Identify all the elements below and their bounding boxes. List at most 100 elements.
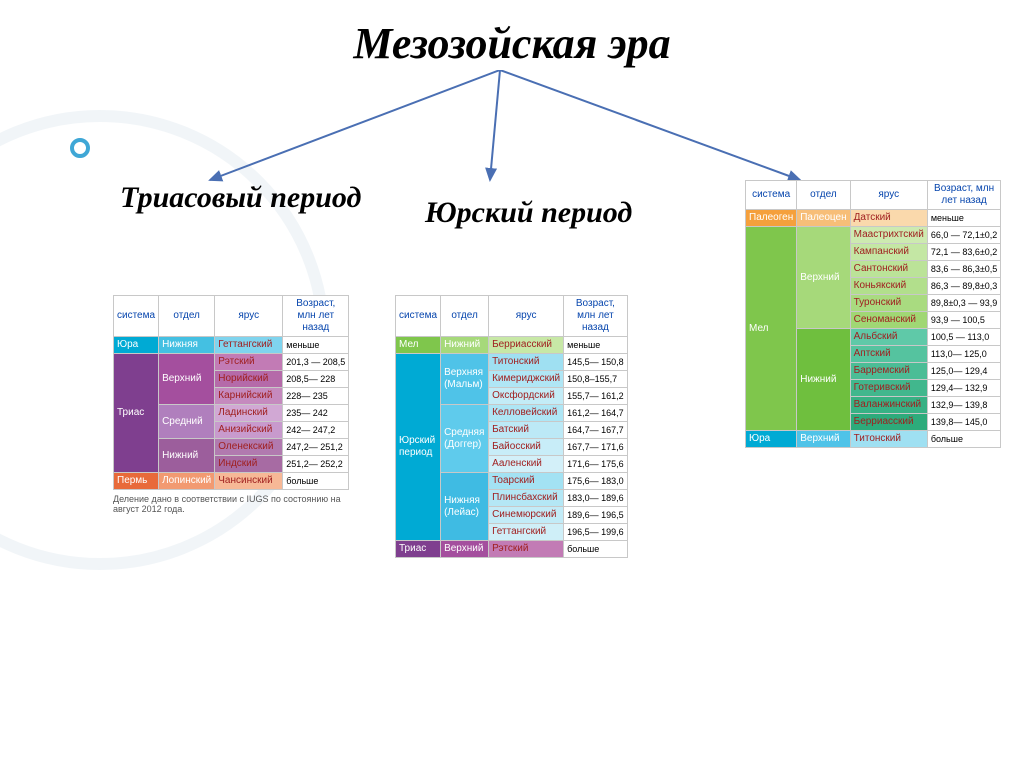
system-cell: Юра <box>114 337 159 354</box>
age-cell: 242— 247,2 <box>283 422 349 439</box>
stage-cell: Барремский <box>850 363 927 380</box>
background-dot <box>70 138 90 158</box>
age-cell: 83,6 — 86,3±0,5 <box>927 261 1001 278</box>
stage-cell: Карнийский <box>215 388 283 405</box>
col-header-section: отдел <box>441 296 489 337</box>
table-row: ПалеогенПалеоценДатскийменьше <box>746 210 1001 227</box>
stage-cell: Готеривский <box>850 380 927 397</box>
stage-cell: Сантонский <box>850 261 927 278</box>
col-header-system: система <box>396 296 441 337</box>
branch-jurassic-label: Юрский период <box>425 195 632 231</box>
age-cell: 150,8–155,7 <box>564 371 628 388</box>
section-cell: Средний <box>159 405 215 439</box>
age-cell: 171,6— 175,6 <box>564 456 628 473</box>
stage-cell: Оленекский <box>215 439 283 456</box>
table-row: ЮраНижняяГеттангскийменьше <box>114 337 349 354</box>
system-cell: Юра <box>746 431 797 448</box>
stage-cell: Батский <box>489 422 564 439</box>
triassic-footnote: Деление дано в соответствии с IUGS по со… <box>113 494 343 514</box>
age-cell: 145,5— 150,8 <box>564 354 628 371</box>
stage-cell: Геттангский <box>215 337 283 354</box>
cretaceous-table-wrap: системаотделярусВозраст, млн лет назадПа… <box>745 180 1001 448</box>
triassic-table-wrap: системаотделярусВозраст, млн лет назадЮр… <box>113 295 349 514</box>
stage-cell: Байосский <box>489 439 564 456</box>
system-cell: Юрский период <box>396 354 441 541</box>
stage-cell: Ладинский <box>215 405 283 422</box>
triassic-table: системаотделярусВозраст, млн лет назадЮр… <box>113 295 349 490</box>
age-cell: 196,5— 199,6 <box>564 524 628 541</box>
stage-cell: Коньякский <box>850 278 927 295</box>
age-cell: меньше <box>564 337 628 354</box>
age-cell: 132,9— 139,8 <box>927 397 1001 414</box>
table-row: ЮраВерхнийТитонскийбольше <box>746 431 1001 448</box>
stage-cell: Тоарский <box>489 473 564 490</box>
stage-cell: Анизийский <box>215 422 283 439</box>
stage-cell: Ааленский <box>489 456 564 473</box>
stage-cell: Берриасский <box>489 337 564 354</box>
stage-cell: Берриасский <box>850 414 927 431</box>
section-cell: Нижняя (Лейас) <box>441 473 489 541</box>
col-header-age: Возраст, млн лет назад <box>927 181 1001 210</box>
age-cell: 72,1 — 83,6±0,2 <box>927 244 1001 261</box>
age-cell: 164,7— 167,7 <box>564 422 628 439</box>
age-cell: больше <box>283 473 349 490</box>
stage-cell: Альбский <box>850 329 927 346</box>
table-row: ТриасВерхнийРэтскийбольше <box>396 541 628 558</box>
age-cell: 251,2— 252,2 <box>283 456 349 473</box>
stage-cell: Кампанский <box>850 244 927 261</box>
age-cell: 201,3 — 208,5 <box>283 354 349 371</box>
stage-cell: Геттангский <box>489 524 564 541</box>
table-row: ПермьЛопинскийЧансинскийбольше <box>114 473 349 490</box>
system-cell: Мел <box>746 227 797 431</box>
section-cell: Верхний <box>159 354 215 405</box>
arrow-line-0 <box>210 70 500 180</box>
age-cell: 167,7— 171,6 <box>564 439 628 456</box>
age-cell: 139,8— 145,0 <box>927 414 1001 431</box>
jurassic-table: системаотделярусВозраст, млн лет назадМе… <box>395 295 628 558</box>
age-cell: 86,3 — 89,8±0,3 <box>927 278 1001 295</box>
branch-triassic-label: Триасовый период <box>120 180 361 216</box>
section-cell: Верхний <box>797 431 850 448</box>
age-cell: 208,5— 228 <box>283 371 349 388</box>
age-cell: 189,6— 196,5 <box>564 507 628 524</box>
col-header-system: система <box>114 296 159 337</box>
stage-cell: Норийский <box>215 371 283 388</box>
age-cell: меньше <box>927 210 1001 227</box>
age-cell: 247,2— 251,2 <box>283 439 349 456</box>
section-cell: Нижняя <box>159 337 215 354</box>
system-cell: Мел <box>396 337 441 354</box>
age-cell: 66,0 — 72,1±0,2 <box>927 227 1001 244</box>
cretaceous-table: системаотделярусВозраст, млн лет назадПа… <box>745 180 1001 448</box>
section-cell: Нижний <box>797 329 850 431</box>
col-header-section: отдел <box>797 181 850 210</box>
age-cell: 235— 242 <box>283 405 349 422</box>
stage-cell: Рэтский <box>489 541 564 558</box>
table-row: МелНижнийБерриасскийменьше <box>396 337 628 354</box>
col-header-system: система <box>746 181 797 210</box>
age-cell: 89,8±0,3 — 93,9 <box>927 295 1001 312</box>
stage-cell: Синемюрский <box>489 507 564 524</box>
col-header-stage: ярус <box>215 296 283 337</box>
section-cell: Лопинский <box>159 473 215 490</box>
col-header-age: Возраст, млн лет назад <box>283 296 349 337</box>
stage-cell: Чансинский <box>215 473 283 490</box>
age-cell: 161,2— 164,7 <box>564 405 628 422</box>
age-cell: 155,7— 161,2 <box>564 388 628 405</box>
stage-cell: Аптский <box>850 346 927 363</box>
stage-cell: Датский <box>850 210 927 227</box>
table-row: ТриасВерхнийРэтский201,3 — 208,5 <box>114 354 349 371</box>
arrow-line-2 <box>500 70 800 180</box>
col-header-section: отдел <box>159 296 215 337</box>
section-cell: Верхний <box>441 541 489 558</box>
age-cell: 183,0— 189,6 <box>564 490 628 507</box>
section-cell: Палеоцен <box>797 210 850 227</box>
section-cell: Верхняя (Мальм) <box>441 354 489 405</box>
age-cell: 228— 235 <box>283 388 349 405</box>
section-cell: Средняя (Доггер) <box>441 405 489 473</box>
stage-cell: Индский <box>215 456 283 473</box>
age-cell: 175,6— 183,0 <box>564 473 628 490</box>
age-cell: больше <box>564 541 628 558</box>
stage-cell: Титонский <box>489 354 564 371</box>
col-header-stage: ярус <box>850 181 927 210</box>
age-cell: меньше <box>283 337 349 354</box>
